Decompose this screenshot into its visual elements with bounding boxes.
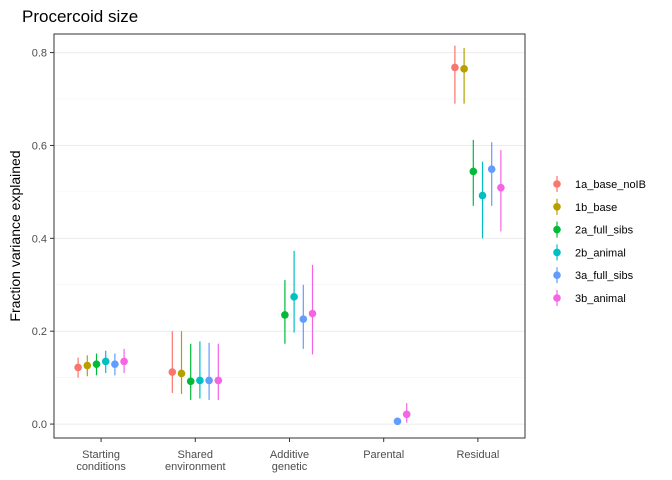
y-tick-label: 0.2: [32, 326, 47, 338]
data-point: [101, 357, 110, 366]
legend-item: 1a_base_noIB: [553, 176, 646, 192]
data-point: [460, 65, 468, 73]
x-tick-label: Additive genetic: [270, 449, 309, 473]
data-point: [177, 369, 186, 378]
data-point: [168, 368, 177, 376]
data-point: [196, 376, 204, 385]
legend-label: 3b_animal: [575, 293, 626, 305]
data-points: [74, 63, 505, 426]
legend: 1a_base_noIB 1b_base 2a_full_sibs 2b_animal…: [553, 176, 646, 306]
legend-label: 1a_base_noIB: [575, 179, 646, 191]
data-point: [308, 309, 317, 318]
x-tick-label: Shared environment: [165, 449, 226, 473]
legend-label: 2b_animal: [575, 247, 626, 259]
legend-label: 3a_full_sibs: [575, 270, 634, 282]
plot-panel: [54, 34, 525, 438]
legend-label: 2a_full_sibs: [575, 225, 634, 237]
legend-key-point: [553, 203, 561, 211]
chart-title: Procercoid size: [22, 7, 138, 26]
y-tick-label: 0.6: [32, 140, 47, 152]
legend-key-point: [553, 225, 561, 234]
x-tick-label: Residual: [456, 449, 499, 461]
data-point: [111, 360, 119, 368]
y-tick-label: 0.4: [32, 233, 47, 245]
y-axis-title: Fraction variance explained: [7, 150, 23, 321]
data-point: [186, 377, 195, 386]
data-point: [290, 293, 298, 301]
data-point: [393, 417, 402, 426]
data-point: [83, 361, 92, 370]
data-point: [299, 315, 308, 323]
data-point: [214, 376, 223, 385]
data-point: [478, 191, 487, 200]
legend-item: 1b_base: [553, 198, 617, 215]
y-tick-label: 0.8: [32, 48, 47, 60]
x-axis: Starting conditions Shared environment Addit…: [76, 438, 499, 473]
legend-key-point: [553, 294, 561, 302]
gridlines: [54, 52, 525, 425]
legend-item: 2a_full_sibs: [553, 221, 634, 238]
data-point: [497, 183, 505, 192]
legend-key-point: [553, 248, 561, 257]
y-tick-label: 0.0: [32, 419, 47, 431]
legend-key-point: [553, 180, 561, 188]
x-tick-label: Starting conditions: [76, 449, 126, 473]
legend-item: 3a_full_sibs: [553, 267, 634, 284]
data-point: [469, 167, 478, 176]
data-point: [205, 376, 213, 385]
data-point: [92, 360, 101, 368]
legend-label: 1b_base: [575, 202, 617, 214]
data-point: [487, 165, 496, 173]
data-point: [451, 63, 459, 72]
data-point: [281, 311, 289, 319]
legend-item: 3b_animal: [553, 290, 626, 306]
legend-key-point: [553, 271, 561, 280]
data-point: [74, 363, 82, 372]
data-point: [120, 357, 128, 366]
legend-item: 2b_animal: [553, 244, 626, 261]
y-axis: 0.0 0.2 0.4 0.6 0.8: [32, 48, 54, 431]
data-point: [402, 410, 411, 419]
x-tick-label: Parental: [363, 449, 404, 461]
